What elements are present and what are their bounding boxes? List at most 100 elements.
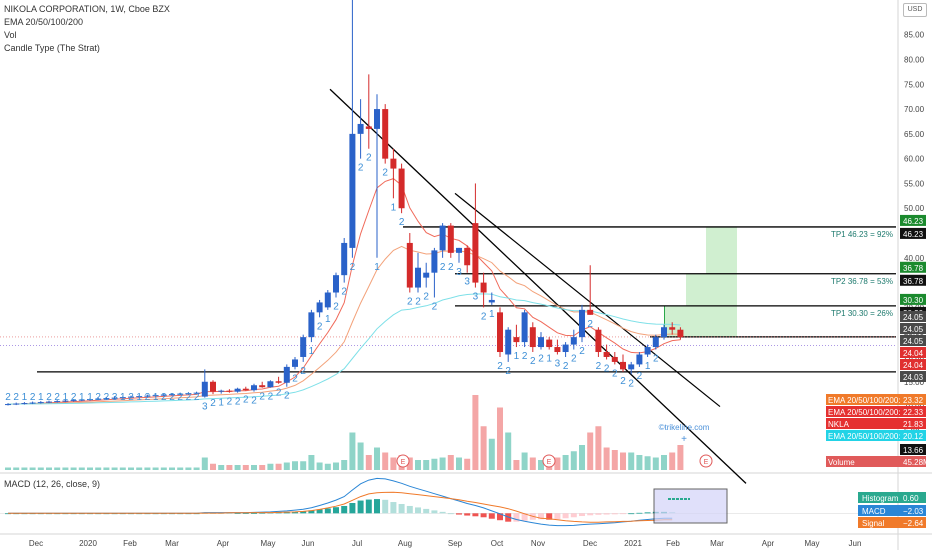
volume-bar [341, 460, 348, 470]
volume-bar [70, 467, 77, 470]
x-tick-label: Apr [762, 539, 775, 548]
strat-label: 2 [358, 163, 364, 174]
trendline-main [329, 88, 747, 484]
target-zone-1 [664, 305, 737, 337]
price-tag-label: 24.05 [903, 325, 924, 334]
candle-body [513, 337, 520, 343]
candle-body [218, 390, 225, 392]
strat-label: 1 [136, 392, 142, 403]
y-tick-label: 50.00 [904, 204, 925, 213]
strat-label: 2 [30, 392, 36, 403]
strat-label: 2 [522, 351, 528, 362]
volume-bar [579, 445, 585, 470]
candle-body [251, 385, 257, 391]
candle-body [62, 400, 69, 402]
volume-bar [611, 450, 618, 470]
indicator-name-label: Volume [828, 458, 855, 467]
candle-body [201, 381, 208, 397]
macd-histogram-bar [382, 499, 389, 514]
macd-value-tag [900, 505, 926, 516]
candle-body [447, 225, 454, 253]
macd-histogram-bar [398, 503, 405, 514]
candle-body [283, 366, 290, 383]
macd-histogram-bar [513, 513, 520, 522]
candle-body [54, 401, 61, 403]
strat-label: 3 [202, 402, 208, 413]
trendline-secondary [454, 192, 721, 408]
macd-value-tag [900, 492, 926, 503]
x-tick-label: Feb [666, 539, 680, 548]
candle-body [242, 388, 249, 391]
macd-histogram-bar [431, 510, 438, 514]
target-label: TP2 36.78 = 53% [831, 277, 893, 286]
x-tick-label: Jun [302, 539, 315, 548]
candle-body [292, 359, 298, 367]
indicator-value-tag [900, 418, 926, 429]
volume-bar [349, 432, 356, 470]
strat-label: 1 [38, 392, 44, 403]
strat-label: 2 [268, 392, 274, 403]
macd-histogram-bar [488, 513, 495, 519]
x-tick-label: 2021 [624, 539, 642, 548]
x-tick-label: Sep [448, 539, 463, 548]
volume-bar [169, 467, 175, 470]
strat-label: 1 [325, 314, 331, 325]
strat-label: 2 [440, 262, 446, 273]
candle-body [324, 292, 331, 308]
candle-body [628, 364, 635, 370]
macd-histogram-bar [333, 507, 339, 514]
candle-body [193, 392, 200, 394]
volume-bar [439, 457, 446, 470]
macd-histogram-bar [562, 513, 569, 519]
candle-body [488, 299, 495, 303]
macd-histogram-bar [464, 513, 471, 516]
strat-label: 1 [391, 202, 397, 213]
price-tag-label: 36.78 [903, 277, 924, 286]
strat-label: 2 [95, 392, 101, 403]
currency-button[interactable]: USD [903, 3, 927, 17]
price-tag-label: 24.04 [903, 349, 924, 358]
volume-bar [529, 457, 536, 470]
candle-body [570, 337, 577, 345]
x-tick-label: Dec [29, 539, 43, 548]
watermark-text: ©trikeline.com [659, 423, 710, 432]
macd-histogram-bar [439, 511, 446, 514]
indicator-value-tag [900, 456, 926, 467]
x-tick-label: Jun [849, 539, 862, 548]
strat-label: 2 [169, 392, 175, 403]
earnings-marker-label: E [704, 459, 709, 466]
candle-body [144, 395, 151, 397]
indicator-value-label: 22.33 [903, 408, 924, 417]
strat-label: 2 [563, 361, 569, 372]
strat-label: 1 [218, 398, 224, 409]
strat-label: 1 [63, 392, 69, 403]
candle-body [275, 381, 282, 383]
strat-label: 2 [604, 363, 610, 374]
candle-body [87, 399, 93, 401]
macd-histogram-bar [472, 513, 479, 517]
strat-label: 2 [382, 168, 388, 179]
strat-label: 2 [71, 392, 77, 403]
volume-bar [415, 460, 421, 470]
strat-label: 2 [284, 391, 290, 402]
strat-label: 3 [555, 358, 561, 369]
strat-label: 2 [579, 346, 585, 357]
price-tag-label: 24.04 [903, 361, 924, 370]
x-tick-label: May [804, 539, 819, 548]
candle-body [259, 385, 266, 388]
candle-body [152, 395, 159, 397]
volume-bar [136, 467, 143, 470]
candle-body [587, 309, 594, 315]
macd-histogram-bar [644, 512, 651, 514]
volume-bar [644, 456, 651, 470]
price-tag [900, 323, 926, 334]
volume-bar [29, 467, 36, 470]
x-tick-label: Feb [123, 539, 137, 548]
volume-bar [300, 461, 307, 470]
candle-body [390, 158, 397, 169]
candle-body [579, 309, 585, 338]
strat-label: 2 [259, 392, 265, 403]
candle-body [554, 347, 561, 353]
